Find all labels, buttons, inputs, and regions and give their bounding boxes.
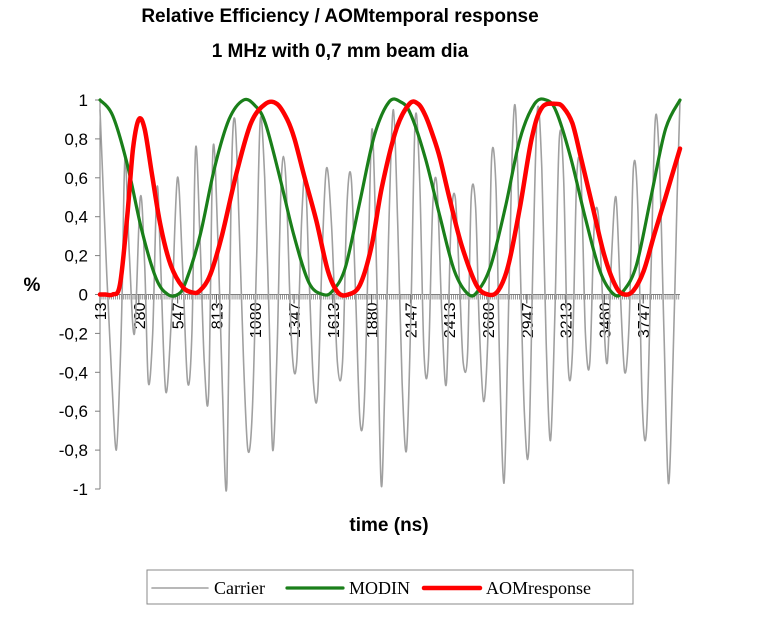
legend-label-aomresponse: AOMresponse bbox=[486, 578, 591, 598]
y-tick-label: -0,2 bbox=[59, 324, 88, 343]
legend-label-carrier: Carrier bbox=[214, 578, 265, 598]
y-tick-label: 0,6 bbox=[64, 169, 88, 188]
y-tick-label: 0,2 bbox=[64, 247, 88, 266]
x-tick-label: 813 bbox=[209, 302, 226, 329]
y-axis-ticks: -1 -0,8 -0,6 -0,4 -0,2 0 0,2 0,4 0,6 0,8 1 bbox=[59, 91, 101, 499]
chart-subtitle: 1 MHz with 0,7 mm beam dia bbox=[212, 41, 469, 62]
y-tick-label: -1 bbox=[73, 480, 88, 499]
x-tick-label: 1613 bbox=[326, 302, 343, 338]
series-line-modin bbox=[98, 97, 682, 298]
x-tick-label: 2413 bbox=[442, 302, 459, 338]
series-line-aomresponse bbox=[97, 99, 683, 298]
y-tick-label: 0 bbox=[79, 286, 88, 305]
x-tick-label: 2147 bbox=[403, 302, 420, 338]
series-layer bbox=[97, 97, 683, 492]
x-tick-label: 2680 bbox=[481, 302, 498, 338]
x-axis-label: time (ns) bbox=[349, 515, 428, 536]
legend-label-modin: MODIN bbox=[349, 578, 410, 598]
x-tick-label: 1080 bbox=[248, 302, 265, 338]
legend-box bbox=[146, 569, 634, 605]
y-tick-label: -0,6 bbox=[59, 402, 88, 421]
chart-title: Relative Efficiency / AOMtemporal respon… bbox=[141, 6, 538, 27]
x-axis: 13 280 547 813 1080 1347 1613 1880 2147 2413 2680 2… bbox=[93, 294, 680, 338]
x-tick-label: 3480 bbox=[597, 302, 614, 338]
y-tick-label: -0,4 bbox=[59, 363, 88, 382]
y-tick-label: 0,8 bbox=[64, 130, 88, 149]
x-tick-label: 547 bbox=[171, 302, 188, 329]
y-tick-label: 1 bbox=[79, 91, 88, 110]
y-axis-label: % bbox=[24, 275, 41, 296]
y-tick-label: 0,4 bbox=[64, 208, 88, 227]
x-tick-label: 13 bbox=[93, 302, 110, 320]
y-tick-label: -0,8 bbox=[59, 441, 88, 460]
legend: Carrier MODIN AOMresponse bbox=[146, 569, 634, 605]
